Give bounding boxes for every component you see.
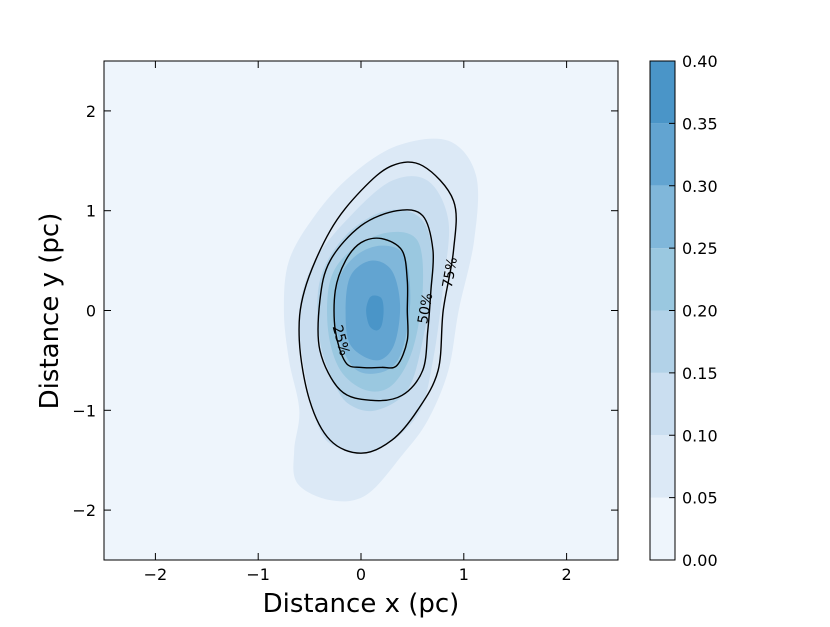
colorbar-tick-label: 0.30 <box>682 177 718 196</box>
colorbar-tick-label: 0.10 <box>682 426 718 445</box>
plot-area <box>104 61 618 560</box>
contour-label: 50% <box>415 292 436 325</box>
colorbar-segment <box>650 248 675 311</box>
x-axis: −2 −1 0 1 2 <box>144 61 572 584</box>
colorbar-segment <box>650 185 675 249</box>
y-tick-label: 1 <box>86 202 96 221</box>
contour-fill-band-7 <box>366 295 384 331</box>
colorbar-tick-label: 0.15 <box>682 364 718 383</box>
colorbar: 0.00 0.05 0.10 0.15 0.20 0.25 0.30 0.35 0.40 <box>649 52 718 570</box>
y-axis-label: Distance y (pc) <box>35 213 65 410</box>
x-tick-label: −1 <box>246 565 270 584</box>
y-tick-label: 2 <box>86 102 96 121</box>
y-axis: −2 −1 0 1 2 <box>72 102 618 520</box>
contour-label: 25% <box>329 323 353 357</box>
colorbar-tick-label: 0.00 <box>682 551 718 570</box>
colorbar-segment <box>650 435 675 498</box>
contour-line-50pct <box>317 209 435 402</box>
x-axis-label: Distance x (pc) <box>263 589 460 619</box>
colorbar-segment <box>650 497 675 560</box>
y-tick-label: 0 <box>86 302 96 321</box>
contour-line-25pct <box>333 237 409 369</box>
x-tick-label: 2 <box>562 565 572 584</box>
colorbar-tick-label: 0.20 <box>682 302 718 321</box>
y-tick-label: −2 <box>72 501 96 520</box>
colorbar-tick-label: 0.05 <box>682 489 718 508</box>
x-tick-label: 1 <box>459 565 469 584</box>
contour-lines: 25% 50%75% <box>298 161 461 454</box>
colorbar-segment <box>650 372 675 436</box>
colorbar-segment <box>650 310 675 373</box>
x-tick-label: 0 <box>356 565 366 584</box>
contour-label: 75% <box>440 256 461 289</box>
colorbar-tick-label: 0.35 <box>682 114 718 133</box>
y-tick-label: −1 <box>72 401 96 420</box>
colorbar-tick-label: 0.25 <box>682 239 718 258</box>
colorbar-tick-label: 0.40 <box>682 52 718 71</box>
colorbar-segment <box>650 61 675 124</box>
x-tick-label: −2 <box>144 565 168 584</box>
contour-line-75pct <box>298 161 457 454</box>
colorbar-segment <box>650 123 675 186</box>
